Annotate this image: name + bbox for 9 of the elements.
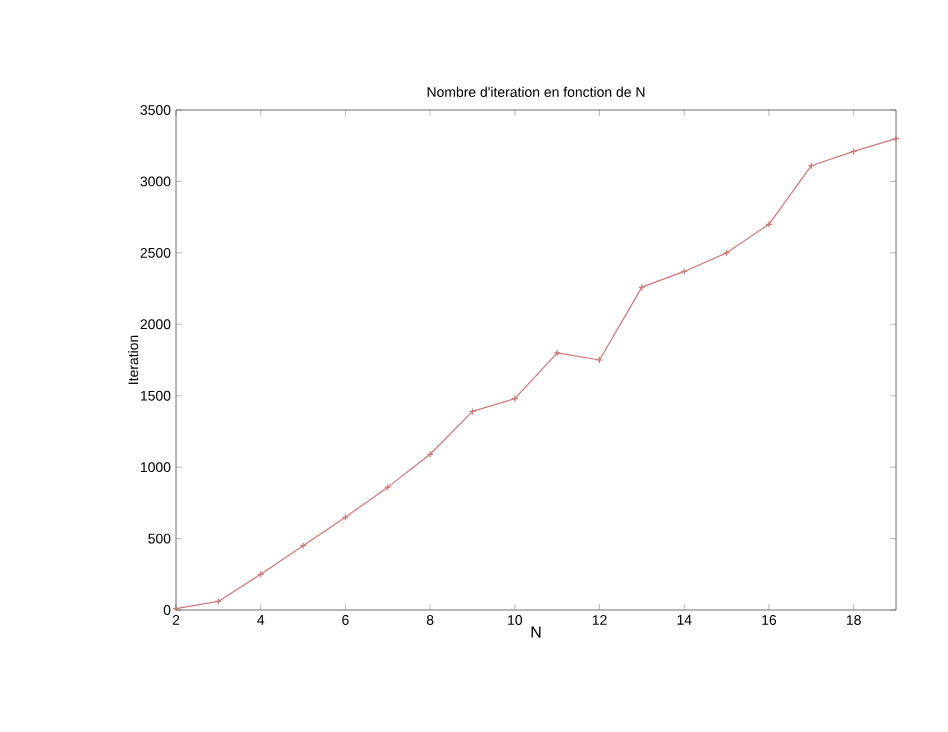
point (765, 220, 773, 228)
point (553, 349, 561, 357)
point (638, 283, 646, 291)
point (426, 450, 434, 458)
point (384, 483, 392, 491)
point (595, 356, 604, 364)
point (341, 513, 350, 521)
point (299, 542, 307, 550)
point (723, 249, 731, 257)
